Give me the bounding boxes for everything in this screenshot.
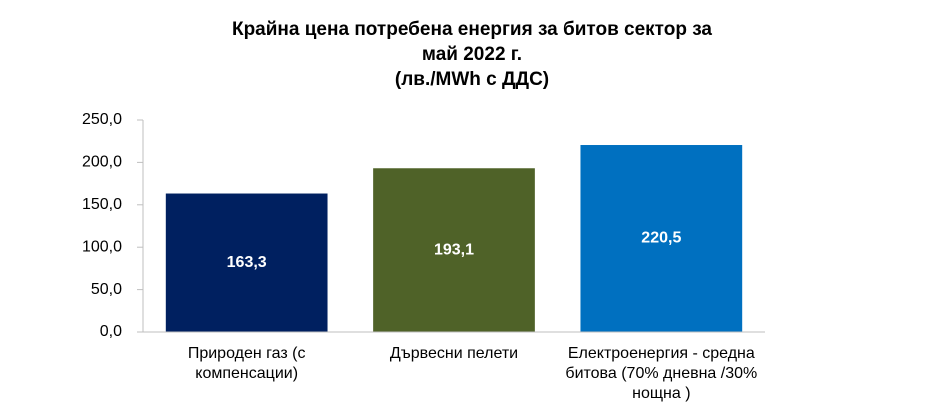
bar — [373, 168, 535, 332]
y-tick-label: 0,0 — [100, 323, 122, 340]
value-label: 220,5 — [641, 230, 681, 247]
y-tick-label: 250,0 — [82, 111, 122, 128]
y-tick-label: 100,0 — [82, 238, 122, 255]
value-label: 193,1 — [434, 241, 474, 258]
x-tick-label: Електроенергия - средна битова (70% днев… — [565, 345, 758, 402]
value-label: 163,3 — [227, 254, 267, 271]
bar — [580, 145, 743, 332]
bar — [165, 193, 328, 332]
x-tick-label: Дървесни пелети — [389, 345, 519, 362]
y-tick-label: 200,0 — [82, 154, 122, 171]
chart-title: Крайна цена потребена енергия за битов с… — [232, 19, 712, 40]
x-tick-label: Природен газ (с компенсации) — [187, 345, 306, 382]
chart-title: май 2022 г. — [422, 44, 522, 65]
y-tick-label: 50,0 — [91, 281, 122, 298]
y-tick-label: 150,0 — [82, 196, 122, 213]
chart-title: (лв./MWh с ДДС) — [395, 69, 549, 90]
